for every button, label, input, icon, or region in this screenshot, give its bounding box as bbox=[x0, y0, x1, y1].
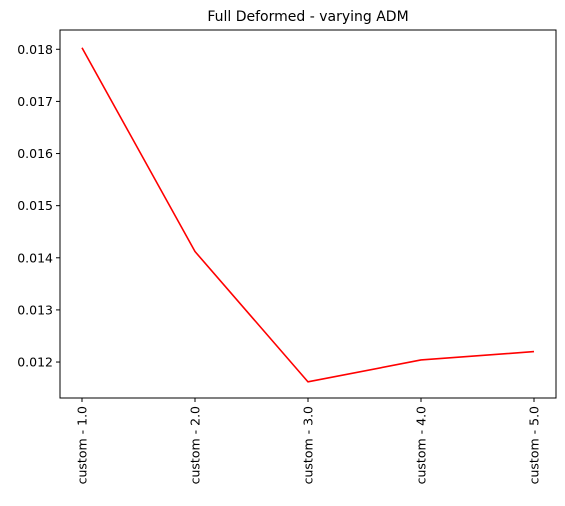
y-tick-label: 0.013 bbox=[17, 302, 53, 317]
x-tick-label: custom - 1.0 bbox=[75, 406, 90, 484]
y-tick-label: 0.015 bbox=[17, 198, 53, 213]
y-tick-label: 0.016 bbox=[17, 146, 53, 161]
x-tick-label: custom - 4.0 bbox=[414, 406, 429, 484]
x-tick-label: custom - 5.0 bbox=[527, 406, 542, 484]
chart-title: Full Deformed - varying ADM bbox=[207, 9, 408, 25]
y-axis: 0.012 0.013 0.014 0.015 0.016 0.017 0.018 bbox=[17, 42, 60, 370]
y-tick-label: 0.018 bbox=[17, 42, 53, 57]
plot-frame bbox=[59, 29, 557, 399]
y-tick-label: 0.017 bbox=[17, 94, 53, 109]
y-tick-label: 0.012 bbox=[17, 355, 53, 370]
x-tick-label: custom - 3.0 bbox=[301, 406, 316, 484]
y-tick-label: 0.014 bbox=[17, 250, 53, 265]
series-layer bbox=[81, 47, 535, 383]
x-axis: custom - 1.0 custom - 2.0 custom - 3.0 cust… bbox=[75, 398, 542, 484]
x-tick-label: custom - 2.0 bbox=[188, 406, 203, 484]
series-line bbox=[81, 47, 535, 383]
